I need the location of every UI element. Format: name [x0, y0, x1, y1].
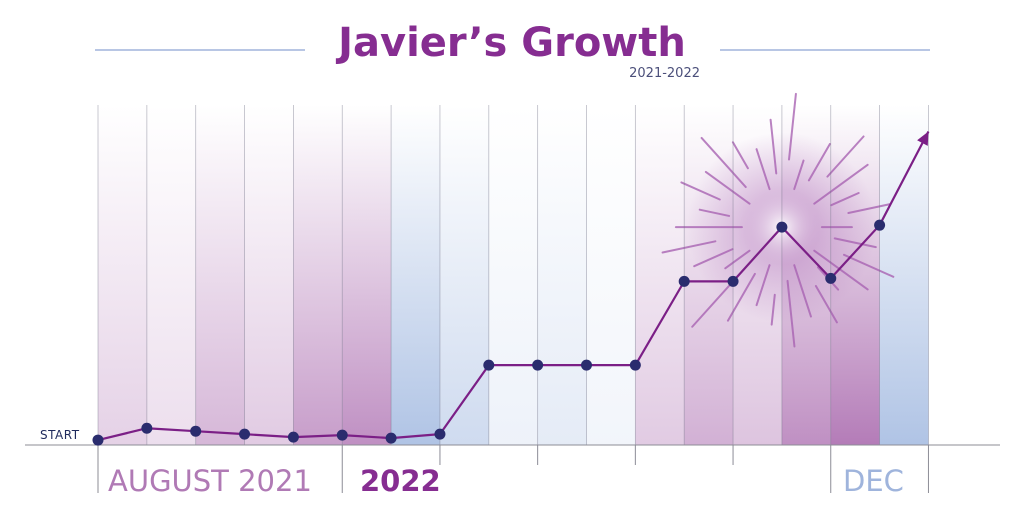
burst-ray	[793, 264, 812, 318]
burst-ray	[826, 135, 865, 178]
burst-ray	[770, 293, 776, 326]
column-band	[537, 105, 587, 445]
burst-ray	[843, 253, 895, 278]
burst-ray	[731, 141, 749, 170]
data-point	[385, 432, 397, 444]
data-point	[239, 428, 251, 440]
title-rule-left	[95, 49, 305, 51]
data-point	[825, 272, 837, 284]
x-axis	[25, 444, 1000, 493]
burst-ray	[786, 279, 796, 348]
burst-ray	[661, 240, 717, 254]
burst-ray	[755, 264, 771, 307]
start-label: START	[40, 428, 80, 442]
data-point	[92, 434, 104, 446]
x-label-dec: DEC	[843, 464, 904, 498]
burst-ray	[698, 208, 731, 217]
data-point	[434, 428, 446, 440]
data-point	[874, 219, 886, 231]
data-point	[629, 359, 641, 371]
column-band	[195, 105, 245, 445]
chart-title: Javier’s Growth	[338, 20, 686, 66]
burst-ray	[724, 249, 751, 270]
column-band	[488, 105, 538, 445]
burst-ray	[691, 276, 738, 328]
burst-ray	[700, 136, 747, 189]
burst-ray	[726, 272, 756, 322]
data-point	[141, 422, 153, 434]
data-point	[336, 429, 348, 441]
column-band	[342, 105, 392, 445]
burst-ray	[847, 203, 891, 215]
burst-ray	[813, 163, 869, 205]
column-band	[586, 105, 636, 445]
series-arrowhead	[917, 131, 929, 146]
burst-ray	[793, 159, 805, 191]
burst-ray	[788, 92, 797, 161]
burst-ray	[813, 249, 869, 291]
column-band	[293, 105, 343, 445]
data-point	[483, 359, 495, 371]
data-point	[776, 221, 788, 233]
data-point	[727, 275, 739, 287]
x-label-2022: 2022	[360, 464, 441, 498]
burst-ray	[755, 148, 771, 191]
column-band	[391, 105, 440, 445]
data-point	[190, 425, 202, 437]
data-point	[532, 359, 544, 371]
chart-subtitle: 2021-2022	[629, 66, 700, 81]
series-line	[97, 131, 930, 442]
burst-ray	[693, 248, 734, 268]
x-label-august-2021: AUGUST 2021	[108, 464, 312, 498]
column-band	[439, 105, 489, 445]
column-band	[146, 105, 196, 445]
burst-ray	[814, 285, 838, 324]
burst-ray	[833, 237, 877, 249]
burst-ray	[704, 170, 751, 205]
burst-ray	[830, 191, 860, 207]
growth-series	[92, 131, 930, 446]
burst-ray	[807, 143, 831, 182]
column-band	[244, 105, 294, 445]
data-point	[581, 359, 592, 371]
data-point	[678, 275, 690, 287]
burst-ray	[680, 181, 721, 201]
burst-ray	[769, 118, 778, 175]
column-band	[635, 105, 685, 445]
column-band	[98, 105, 147, 445]
column-bands	[98, 105, 929, 445]
data-point	[287, 431, 299, 443]
title-rule-right	[720, 49, 930, 51]
